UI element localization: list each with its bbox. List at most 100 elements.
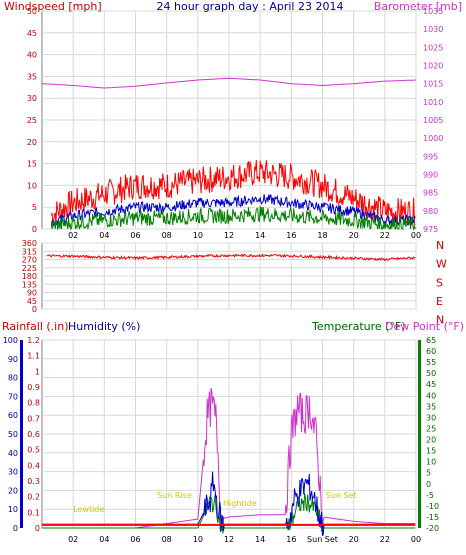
rainfall-tick-label: 0.6	[27, 430, 40, 439]
temperature-tick-label: 0	[426, 480, 431, 489]
bottom-x-tick-label: 06	[130, 535, 140, 544]
bottom-x-tick-label: 04	[99, 535, 109, 544]
chart-title: 24 hour graph day : April 23 2014	[157, 0, 344, 13]
temperature-tick-label: -10	[426, 502, 439, 511]
series-direction	[46, 253, 416, 262]
windspeed-tick-label: 10	[27, 181, 37, 190]
humidity-tick-label: 10	[8, 505, 18, 514]
humidity-axis-label: Humidity (%)	[68, 320, 140, 333]
barometer-tick-label: 990	[423, 171, 438, 180]
direction-tick-label: 360	[22, 239, 37, 248]
barometer-tick-label: 980	[423, 207, 438, 216]
humidity-axis-bar	[20, 340, 23, 528]
rainfall-tick-label: 0.5	[27, 446, 40, 455]
dewpoint-axis-label: Dew Point (°F)	[385, 320, 464, 333]
bottom-x-tick-label: 14	[255, 535, 265, 544]
barometer-tick-label: 1030	[423, 25, 443, 34]
humidity-tick-label: 60	[8, 411, 18, 420]
bottom-x-tick-label: 08	[162, 535, 172, 544]
compass-label: W	[436, 258, 447, 271]
humidity-tick-label: 70	[8, 392, 18, 401]
temperature-tick-label: -5	[426, 491, 434, 500]
top-x-tick-label: 12	[224, 231, 234, 240]
temperature-tick-label: 15	[426, 447, 436, 456]
windspeed-tick-label: 45	[27, 29, 37, 38]
windspeed-tick-label: 5	[32, 203, 37, 212]
rainfall-tick-label: 0.2	[27, 493, 40, 502]
temperature-tick-label: 55	[426, 358, 436, 367]
barometer-tick-label: 1000	[423, 134, 443, 143]
rainfall-tick-label: 0.1	[27, 508, 40, 517]
temperature-tick-label: 45	[426, 380, 436, 389]
top-x-tick-label: 02	[68, 231, 78, 240]
temperature-tick-label: 35	[426, 402, 436, 411]
rainfall-tick-label: 0.7	[27, 414, 40, 423]
rainfall-axis-label: Rainfall (.in)	[2, 320, 69, 333]
rainfall-tick-label: 1.1	[27, 352, 40, 361]
temperature-tick-label: -15	[426, 513, 439, 522]
barometer-axis-label: Barometer [mb]	[374, 0, 462, 13]
windspeed-tick-label: 20	[27, 138, 37, 147]
temperature-tick-label: 10	[426, 458, 436, 467]
windspeed-tick-label: 50	[27, 7, 37, 16]
temperature-tick-label: 40	[426, 391, 436, 400]
barometer-tick-label: 1035	[423, 7, 443, 16]
temperature-axis-label: Temperature (°F)	[311, 320, 406, 333]
top-x-tick-label: 20	[349, 231, 359, 240]
top-x-tick-label: 08	[162, 231, 172, 240]
barometer-tick-label: 975	[423, 225, 438, 234]
barometer-tick-label: 1005	[423, 116, 443, 125]
windspeed-axis-label: Windspeed [mph]	[4, 0, 102, 13]
series-temperature	[42, 493, 416, 534]
rainfall-tick-label: 0.3	[27, 477, 40, 486]
direction-tick-label: 315	[22, 247, 37, 256]
series-barometer	[41, 77, 417, 89]
temperature-tick-label: 65	[426, 336, 436, 345]
temperature-tick-label: 30	[426, 413, 436, 422]
top-x-tick-label: 22	[380, 231, 390, 240]
rainfall-tick-label: 0	[35, 524, 40, 533]
barometer-tick-label: 1020	[423, 62, 443, 71]
bottom-x-tick-label: 22	[380, 535, 390, 544]
compass-label: N	[436, 239, 444, 252]
windspeed-tick-label: 15	[27, 160, 37, 169]
barometer-tick-label: 985	[423, 189, 438, 198]
bottom-x-tick-label: 02	[68, 535, 78, 544]
chart-annotation: Hightide	[223, 499, 257, 508]
bottom-x-tick-label: Sun Set	[307, 535, 338, 544]
temperature-tick-label: -20	[426, 524, 439, 533]
rainfall-tick-label: 0.8	[27, 399, 40, 408]
humidity-tick-label: 90	[8, 355, 18, 364]
direction-tick-label: 90	[27, 289, 37, 298]
top-x-tick-label: 16	[286, 231, 296, 240]
series-average	[50, 193, 416, 228]
barometer-tick-label: 1010	[423, 98, 443, 107]
top-x-tick-label: 06	[130, 231, 140, 240]
rainfall-tick-label: 1.2	[27, 336, 40, 345]
top-x-tick-label: 04	[99, 231, 109, 240]
humidity-tick-label: 40	[8, 449, 18, 458]
windspeed-tick-label: 0	[32, 225, 37, 234]
temperature-tick-label: 25	[426, 424, 436, 433]
humidity-tick-label: 80	[8, 374, 18, 383]
temperature-axis-bar	[418, 340, 421, 528]
barometer-tick-label: 1015	[423, 80, 443, 89]
chart-annotation: Lowtide	[73, 505, 104, 514]
direction-tick-label: 135	[22, 280, 37, 289]
series-min	[50, 206, 416, 231]
bottom-x-tick-label: 10	[193, 535, 203, 544]
barometer-tick-label: 995	[423, 152, 438, 161]
direction-tick-label: 45	[27, 297, 37, 306]
direction-tick-label: 180	[22, 272, 37, 281]
direction-tick-label: 225	[22, 264, 37, 273]
direction-tick-label: 270	[22, 256, 37, 265]
top-x-tick-label: 18	[317, 231, 327, 240]
series-gust	[50, 159, 416, 227]
top-x-tick-label: 10	[193, 231, 203, 240]
compass-label: E	[436, 295, 443, 308]
bottom-x-tick-label: 00	[411, 535, 421, 544]
temperature-tick-label: 5	[426, 469, 431, 478]
temperature-tick-label: 60	[426, 347, 436, 356]
humidity-tick-label: 0	[13, 524, 18, 533]
temperature-tick-label: 50	[426, 369, 436, 378]
